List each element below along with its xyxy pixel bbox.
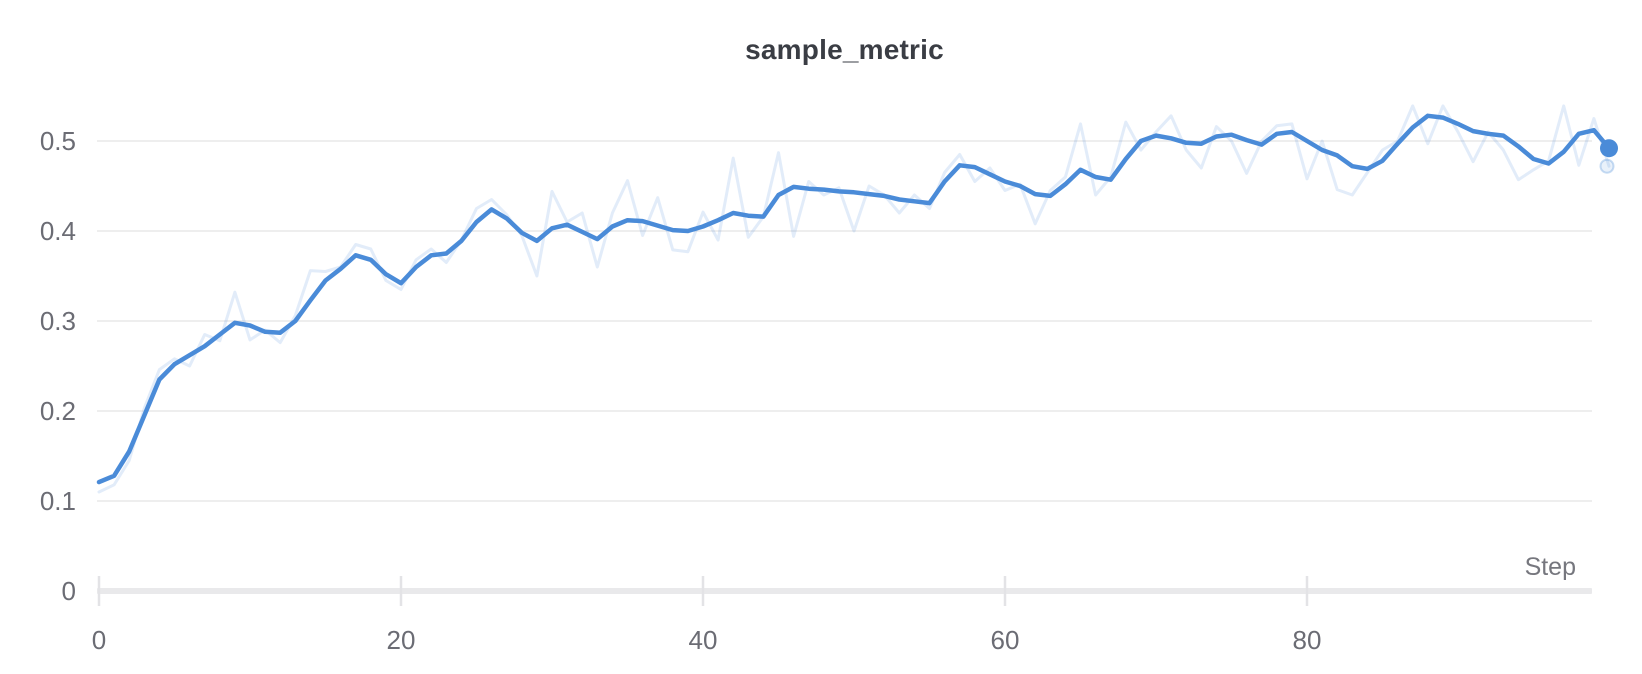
y-tick-label: 0.4 [40,216,76,246]
raw-series-line [97,104,1611,494]
chart-title: sample_metric [745,34,944,65]
y-tick-label: 0 [62,576,76,606]
x-tick-label: 0 [92,625,106,655]
x-axis-title: Step [1524,553,1576,581]
y-tick-label: 0.5 [40,126,76,156]
y-tick-label: 0.2 [40,396,76,426]
x-axis-line [97,588,1592,594]
x-tick-label: 40 [689,625,718,655]
x-tick-label: 80 [1293,625,1322,655]
smoothed-endpoint-dot [1600,139,1618,158]
x-tick-label: 60 [991,625,1020,655]
y-tick-label: 0.3 [40,306,76,336]
y-tick-label: 0.1 [40,486,76,516]
x-tick-label: 20 [387,625,416,655]
raw-endpoint-dot [1599,158,1615,174]
smoothed-series-line [96,113,1612,485]
